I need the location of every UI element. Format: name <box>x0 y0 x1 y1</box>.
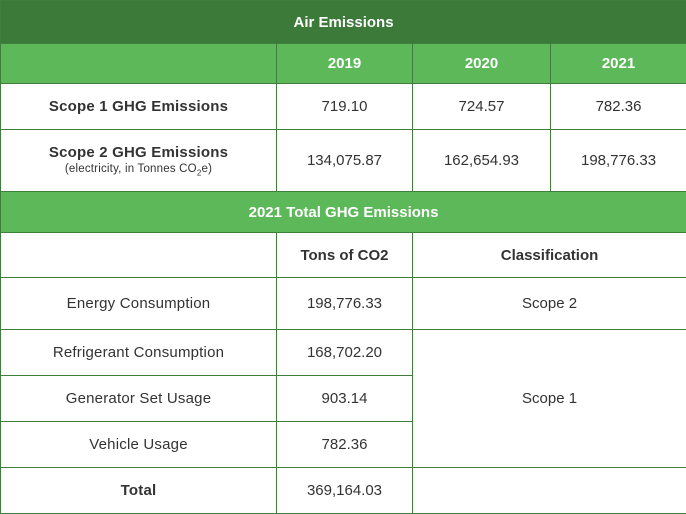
table-title: Air Emissions <box>1 1 686 44</box>
column-header-tons: Tons of CO2 <box>277 233 413 278</box>
total-header-empty <box>1 233 277 278</box>
row-tons-generator: 903.14 <box>277 376 413 422</box>
row-label-energy: Energy Consumption <box>1 278 277 330</box>
scope2-label-cell: Scope 2 GHG Emissions (electricity, in T… <box>1 130 277 192</box>
year-header-2019: 2019 <box>277 44 413 84</box>
scope2-label: Scope 2 GHG Emissions <box>49 144 228 161</box>
scope2-value-2021: 198,776.33 <box>551 130 686 192</box>
scope2-value-2020: 162,654.93 <box>413 130 551 192</box>
row-tons-energy: 198,776.33 <box>277 278 413 330</box>
scope2-sublabel: (electricity, in Tonnes CO2e) <box>1 163 276 177</box>
total-section-title: 2021 Total GHG Emissions <box>1 192 686 233</box>
scope1-label: Scope 1 GHG Emissions <box>1 84 277 130</box>
year-header-2020: 2020 <box>413 44 551 84</box>
classification-scope2: Scope 2 <box>413 278 686 330</box>
total-tons: 369,164.03 <box>277 468 413 514</box>
scope1-value-2021: 782.36 <box>551 84 686 130</box>
scope2-sublabel-prefix: (electricity, in Tonnes CO <box>65 163 197 175</box>
total-label: Total <box>1 468 277 514</box>
row-tons-vehicle: 782.36 <box>277 422 413 468</box>
scope1-value-2020: 724.57 <box>413 84 551 130</box>
year-header-empty <box>1 44 277 84</box>
scope2-sublabel-suffix: e) <box>201 163 212 175</box>
row-label-generator: Generator Set Usage <box>1 376 277 422</box>
total-classification-empty <box>413 468 686 514</box>
classification-scope1: Scope 1 <box>413 330 686 468</box>
scope2-value-2019: 134,075.87 <box>277 130 413 192</box>
column-header-classification: Classification <box>413 233 686 278</box>
scope1-value-2019: 719.10 <box>277 84 413 130</box>
row-label-vehicle: Vehicle Usage <box>1 422 277 468</box>
row-tons-refrigerant: 168,702.20 <box>277 330 413 376</box>
row-label-refrigerant: Refrigerant Consumption <box>1 330 277 376</box>
year-header-2021: 2021 <box>551 44 686 84</box>
